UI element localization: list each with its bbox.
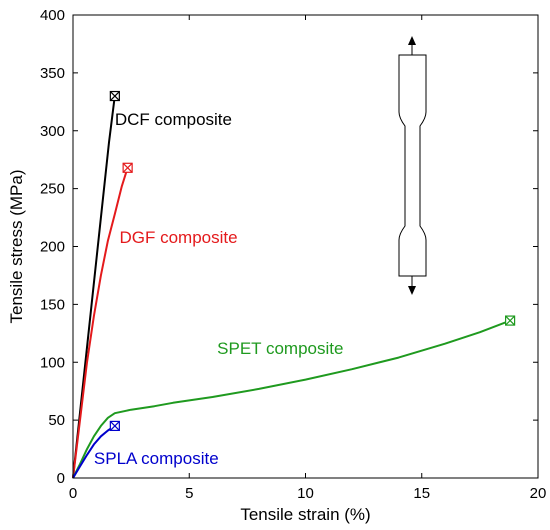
- x-tick-label: 5: [185, 485, 193, 502]
- dgf-composite-label: DGF composite: [120, 228, 238, 247]
- y-tick-label: 50: [48, 412, 65, 429]
- x-tick-label: 0: [69, 485, 77, 502]
- y-tick-label: 100: [40, 354, 65, 371]
- y-tick-label: 0: [57, 470, 65, 487]
- spla-composite-failure-marker: [109, 420, 120, 432]
- y-tick-label: 300: [40, 123, 65, 140]
- dgf-composite-line: [72, 167, 129, 479]
- spet-composite-label: SPET composite: [217, 339, 343, 358]
- x-tick-label: 10: [297, 485, 314, 502]
- x-axis-title: Tensile strain (%): [240, 505, 370, 524]
- x-tick-label: 20: [530, 485, 547, 502]
- y-tick-label: 150: [40, 296, 65, 313]
- y-tick-label: 400: [40, 7, 65, 24]
- x-tick-label: 15: [413, 485, 430, 502]
- dcf-composite-failure-marker: [109, 90, 120, 102]
- dcf-composite-label: DCF composite: [115, 110, 232, 129]
- y-axis-title: Tensile stress (MPa): [7, 170, 26, 324]
- spla-composite-label: SPLA composite: [94, 449, 219, 468]
- dgf-composite-failure-marker: [122, 162, 133, 173]
- spet-composite-line: [72, 319, 511, 479]
- specimen-icon: [398, 36, 427, 295]
- y-tick-label: 200: [40, 239, 65, 256]
- y-tick-label: 350: [40, 65, 65, 82]
- spet-composite-failure-marker: [505, 315, 516, 326]
- spla-composite-line: [72, 425, 116, 479]
- y-tick-label: 250: [40, 181, 65, 198]
